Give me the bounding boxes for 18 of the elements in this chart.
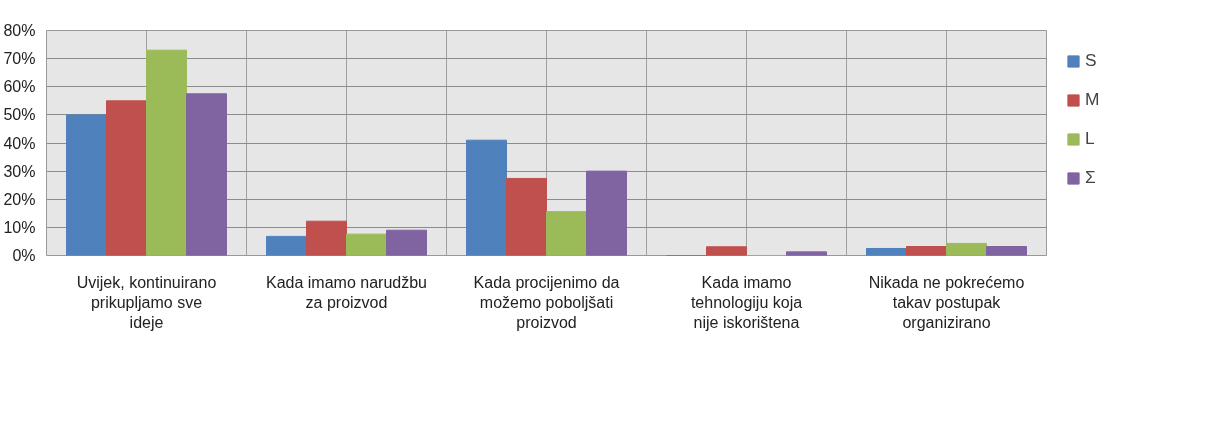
x-tick-label: Uvijek, kontinuirano prikupljamo sve ideje bbox=[76, 273, 217, 332]
x-tick-label: Kada procijenimo da možemo poboljšati proizvod bbox=[473, 273, 620, 332]
y-tick-label: 0% bbox=[12, 247, 36, 264]
legend-label: Σ bbox=[1085, 167, 1097, 188]
legend-label: M bbox=[1085, 89, 1101, 110]
y-tick-label: 50% bbox=[3, 106, 36, 124]
x-tick-label: Kada imamo tehnologiju koja nije iskorištena bbox=[690, 273, 803, 332]
y-tick-label: 40% bbox=[3, 134, 36, 152]
legend-label: S bbox=[1085, 50, 1098, 71]
x-tick-label: Nikada ne pokrećemo takav postupak organizirano bbox=[868, 273, 1025, 332]
y-tick-label: 80% bbox=[3, 22, 36, 39]
y-tick-label: 30% bbox=[3, 162, 36, 180]
y-tick-label: 20% bbox=[3, 190, 36, 208]
y-tick-label: 10% bbox=[3, 218, 36, 236]
y-tick-label: 60% bbox=[3, 78, 36, 96]
x-tick-label: Kada imamo narudžbu za proizvod bbox=[266, 273, 427, 311]
legend-label: L bbox=[1085, 128, 1096, 149]
y-tick-label: 70% bbox=[3, 50, 36, 68]
